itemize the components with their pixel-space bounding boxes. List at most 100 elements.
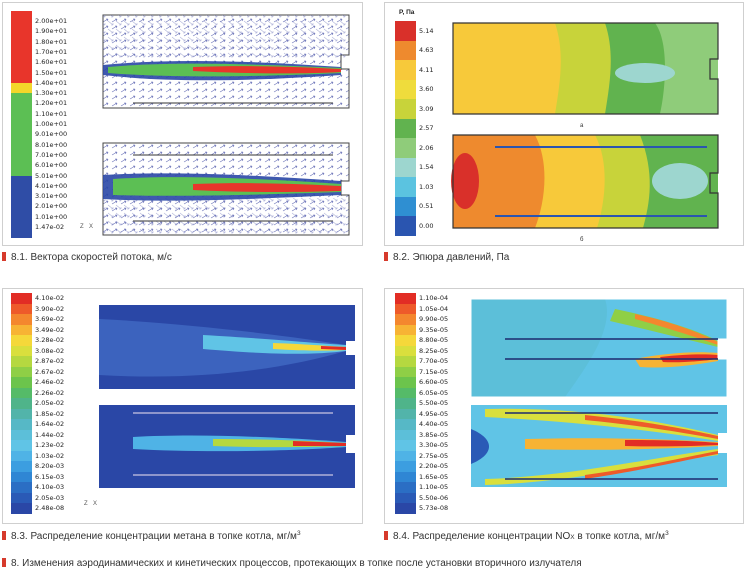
axis-z-label: Z [84,501,88,507]
legend-label: 9.35e-05 [419,325,449,334]
legend-label: 5.14 [419,26,434,35]
legend-label: 3.90e-02 [35,304,65,313]
legend-label: 2.48e-08 [35,504,65,513]
legend-swatch [11,134,32,145]
legend-swatch [11,293,32,304]
legend-swatch [395,157,416,177]
caption-marker [384,531,388,540]
legend-swatch [11,72,32,84]
legend-swatch [11,450,32,461]
legend-swatch [11,471,32,482]
legend-label: 1.23e-02 [35,441,65,450]
legend-label: 7.15e-05 [419,367,449,376]
caption-8-4: 8.4. Распределение концентрации NOX в то… [384,530,669,542]
caption-text: Распределение концентрации метана в топк… [30,531,297,542]
legend-swatch [11,206,32,217]
legend-swatch [11,482,32,493]
caption-post: в топке котла, мг/м [574,531,666,542]
legend-swatch [11,227,32,238]
legend-swatch [395,324,416,335]
legend-label: 6.15e-03 [35,472,65,481]
legend-label: 1.65e-05 [419,472,449,481]
caption-8-3: 8.3. Распределение концентрации метана в… [2,530,301,542]
legend-swatch [395,482,416,493]
legend-swatch [395,335,416,346]
legend-label: 2.46e-02 [35,378,65,387]
legend-swatch [11,155,32,166]
legend-label: 1.10e+01 [35,109,68,118]
legend-label: 2.05e-02 [35,399,65,408]
legend-swatch [11,335,32,346]
legend-swatch [395,21,416,41]
legend-label: 2.05e-03 [35,493,65,502]
caption-marker [384,252,388,261]
axis-x-label: X [89,224,94,230]
caption-num: 8.4. [393,531,410,542]
legend-label: 5.01e+00 [35,171,68,180]
legend-label: 4.10e-02 [35,294,65,303]
axis-z-label: Z [80,224,84,230]
legend-swatch [11,324,32,335]
legend-label: 2.00e+01 [35,17,68,25]
legend-label: 4.10e-03 [35,483,65,492]
legend-swatch [395,429,416,440]
legend-swatch [395,450,416,461]
legend-label: 2.06 [419,143,434,152]
panel-nox: 1.10e-04 1.05e-04 9.90e-05 9.35e-05 8.80e-05… [384,288,744,524]
legend-swatch [11,398,32,409]
legend-label: 1.01e+00 [35,212,68,221]
figure-caption: 8. Изменения аэродинамических и кинетиче… [2,558,582,569]
legend-swatch [395,398,416,409]
legend-label: 1.47e-02 [35,223,65,231]
caption-marker [2,531,6,540]
panel-velocity-vectors: 2.00e+01 1.90e+01 1.80e+01 1.70e+01 1.60e+01… [2,2,363,246]
legend-label: 1.85e-02 [35,409,65,418]
legend-swatch [11,408,32,419]
legend-swatch [395,79,416,99]
legend-swatch [11,314,32,325]
legend-swatch [11,175,32,187]
caption-8-2: 8.2. Эпюра давлений, Па [384,252,509,263]
legend-label: 3.60 [419,85,434,94]
legend-swatch [395,419,416,430]
legend-label: 1.03 [419,182,434,191]
legend-label: 1.10e-05 [419,483,449,492]
legend-label: 0.51 [419,202,434,211]
legend-label: 6.01e+00 [35,161,68,170]
legend-label: 1.00e+01 [35,120,68,128]
legend-label: 4.95e-05 [419,409,449,418]
legend-swatch [11,492,32,503]
caption-8-1: 8.1. Вектора скоростей потока, м/с [2,252,172,263]
legend-swatch [395,356,416,367]
legend-swatch [395,196,416,216]
legend-swatch [395,60,416,80]
legend-label: 1.10e-04 [419,294,449,303]
legend-swatch [11,419,32,430]
caption-num: 8.2. [393,252,410,263]
legend-label: 8.25e-05 [419,346,449,355]
caption-sub: X [570,534,575,541]
legend-swatch [395,138,416,158]
legend-swatch [11,366,32,377]
caption-sup: 3 [665,530,669,537]
legend-swatch [11,429,32,440]
legend-swatch [395,345,416,356]
legend-swatch [11,165,32,176]
legend-swatch [11,440,32,451]
legend-swatch [395,471,416,482]
legend-swatch [395,99,416,119]
legend-swatch [11,62,32,73]
legend-label: 6.60e-05 [419,378,449,387]
legend-label: 0.00 [419,221,434,230]
legend-swatch [11,345,32,356]
legend-swatch [395,40,416,60]
caption-marker [2,558,6,567]
pressure-field-plot: а б [451,22,719,243]
legend-swatch [395,314,416,325]
legend-swatch [11,387,32,398]
legend-swatch [11,196,32,207]
legend-label: 7.70e-05 [419,357,449,366]
legend-label: 2.87e-02 [35,357,65,366]
legend-title: P, Па [399,9,415,16]
legend-label: 4.63 [419,46,434,55]
